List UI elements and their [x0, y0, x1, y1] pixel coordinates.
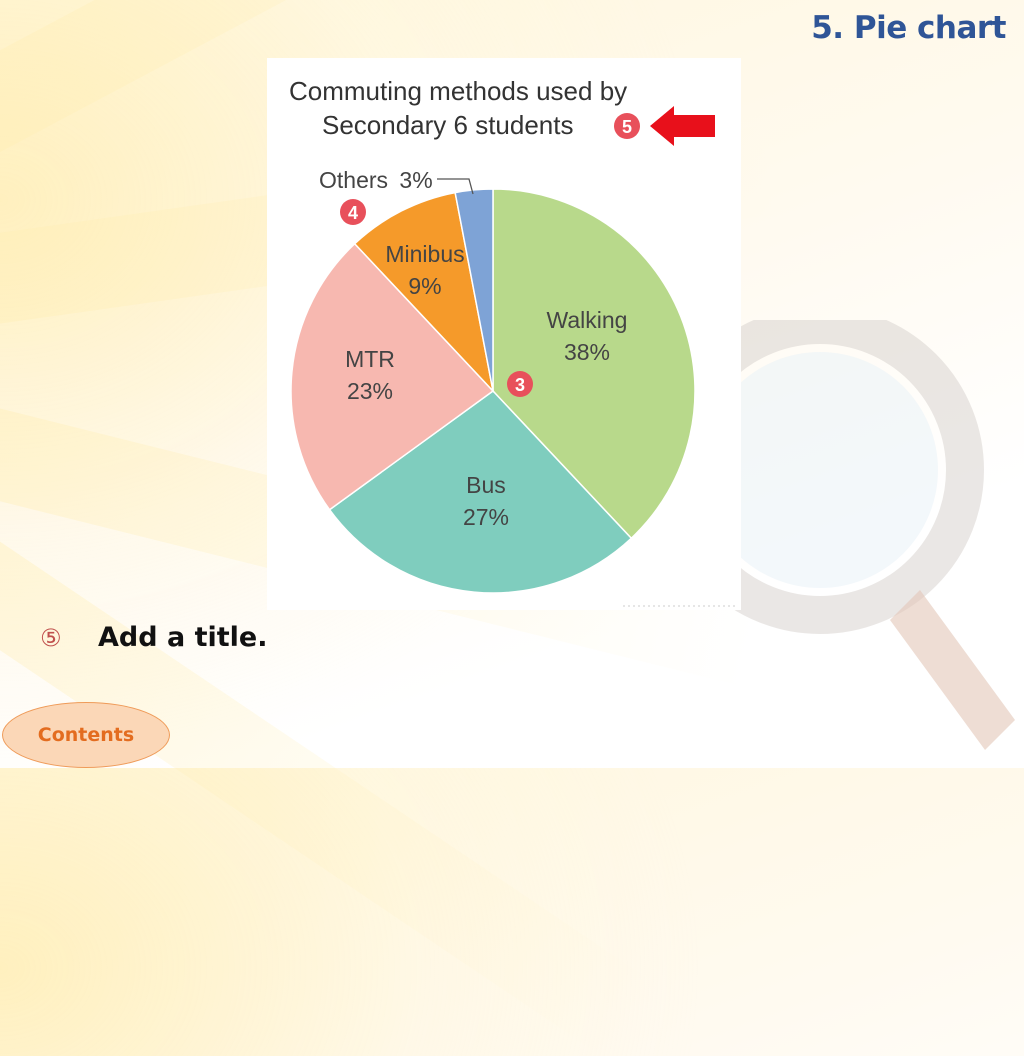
pie-slice-bus — [328, 390, 633, 594]
slices-callout-number: 3 — [515, 375, 525, 395]
slice-label-mtr: MTR — [345, 346, 395, 372]
pie-chart: Commuting methods used by Secondary 6 st… — [289, 76, 737, 607]
pie-slice-minibus — [353, 191, 495, 394]
slice-value-bus: 27% — [463, 504, 509, 530]
others-callout-number: 4 — [348, 203, 358, 223]
slide-title: 5. Pie chart — [811, 10, 1006, 46]
title-callout: 5 — [614, 113, 640, 139]
pie-slice-walking — [492, 188, 696, 540]
others-callout: 4 — [340, 199, 366, 225]
step-number-icon: ⑤ — [40, 623, 62, 652]
contents-button[interactable]: Contents — [2, 702, 170, 768]
chart-title-line-2: Secondary 6 students — [322, 110, 574, 140]
red-arrow-icon — [650, 106, 715, 146]
chart-title-line-1: Commuting methods used by — [289, 76, 627, 106]
title-callout-number: 5 — [622, 117, 632, 137]
slice-value-mtr: 23% — [347, 378, 393, 404]
step-text: Add a title. — [98, 622, 268, 653]
others-label-name: Others — [319, 167, 388, 193]
pie-slice-others — [454, 188, 494, 392]
slice-label-bus: Bus — [466, 472, 506, 498]
slices-callout: 3 — [507, 371, 533, 397]
slice-value-walking: 38% — [564, 339, 610, 365]
step-caption: ⑤ Add a title. — [40, 622, 267, 653]
pie-slice-labels: Walking 38% Bus 27% MTR 23% Minibus 9% — [345, 241, 627, 530]
pie-slices — [290, 188, 696, 594]
slice-value-minibus: 9% — [408, 273, 441, 299]
others-leader-line — [437, 178, 474, 195]
slice-label-walking: Walking — [547, 307, 628, 333]
pie-chart-figure: Commuting methods used by Secondary 6 st… — [267, 58, 741, 610]
pie-slice-mtr — [290, 242, 495, 511]
slice-label-minibus: Minibus — [385, 241, 464, 267]
others-label-value: 3% — [399, 167, 432, 193]
others-label: Others 3% — [319, 167, 433, 193]
